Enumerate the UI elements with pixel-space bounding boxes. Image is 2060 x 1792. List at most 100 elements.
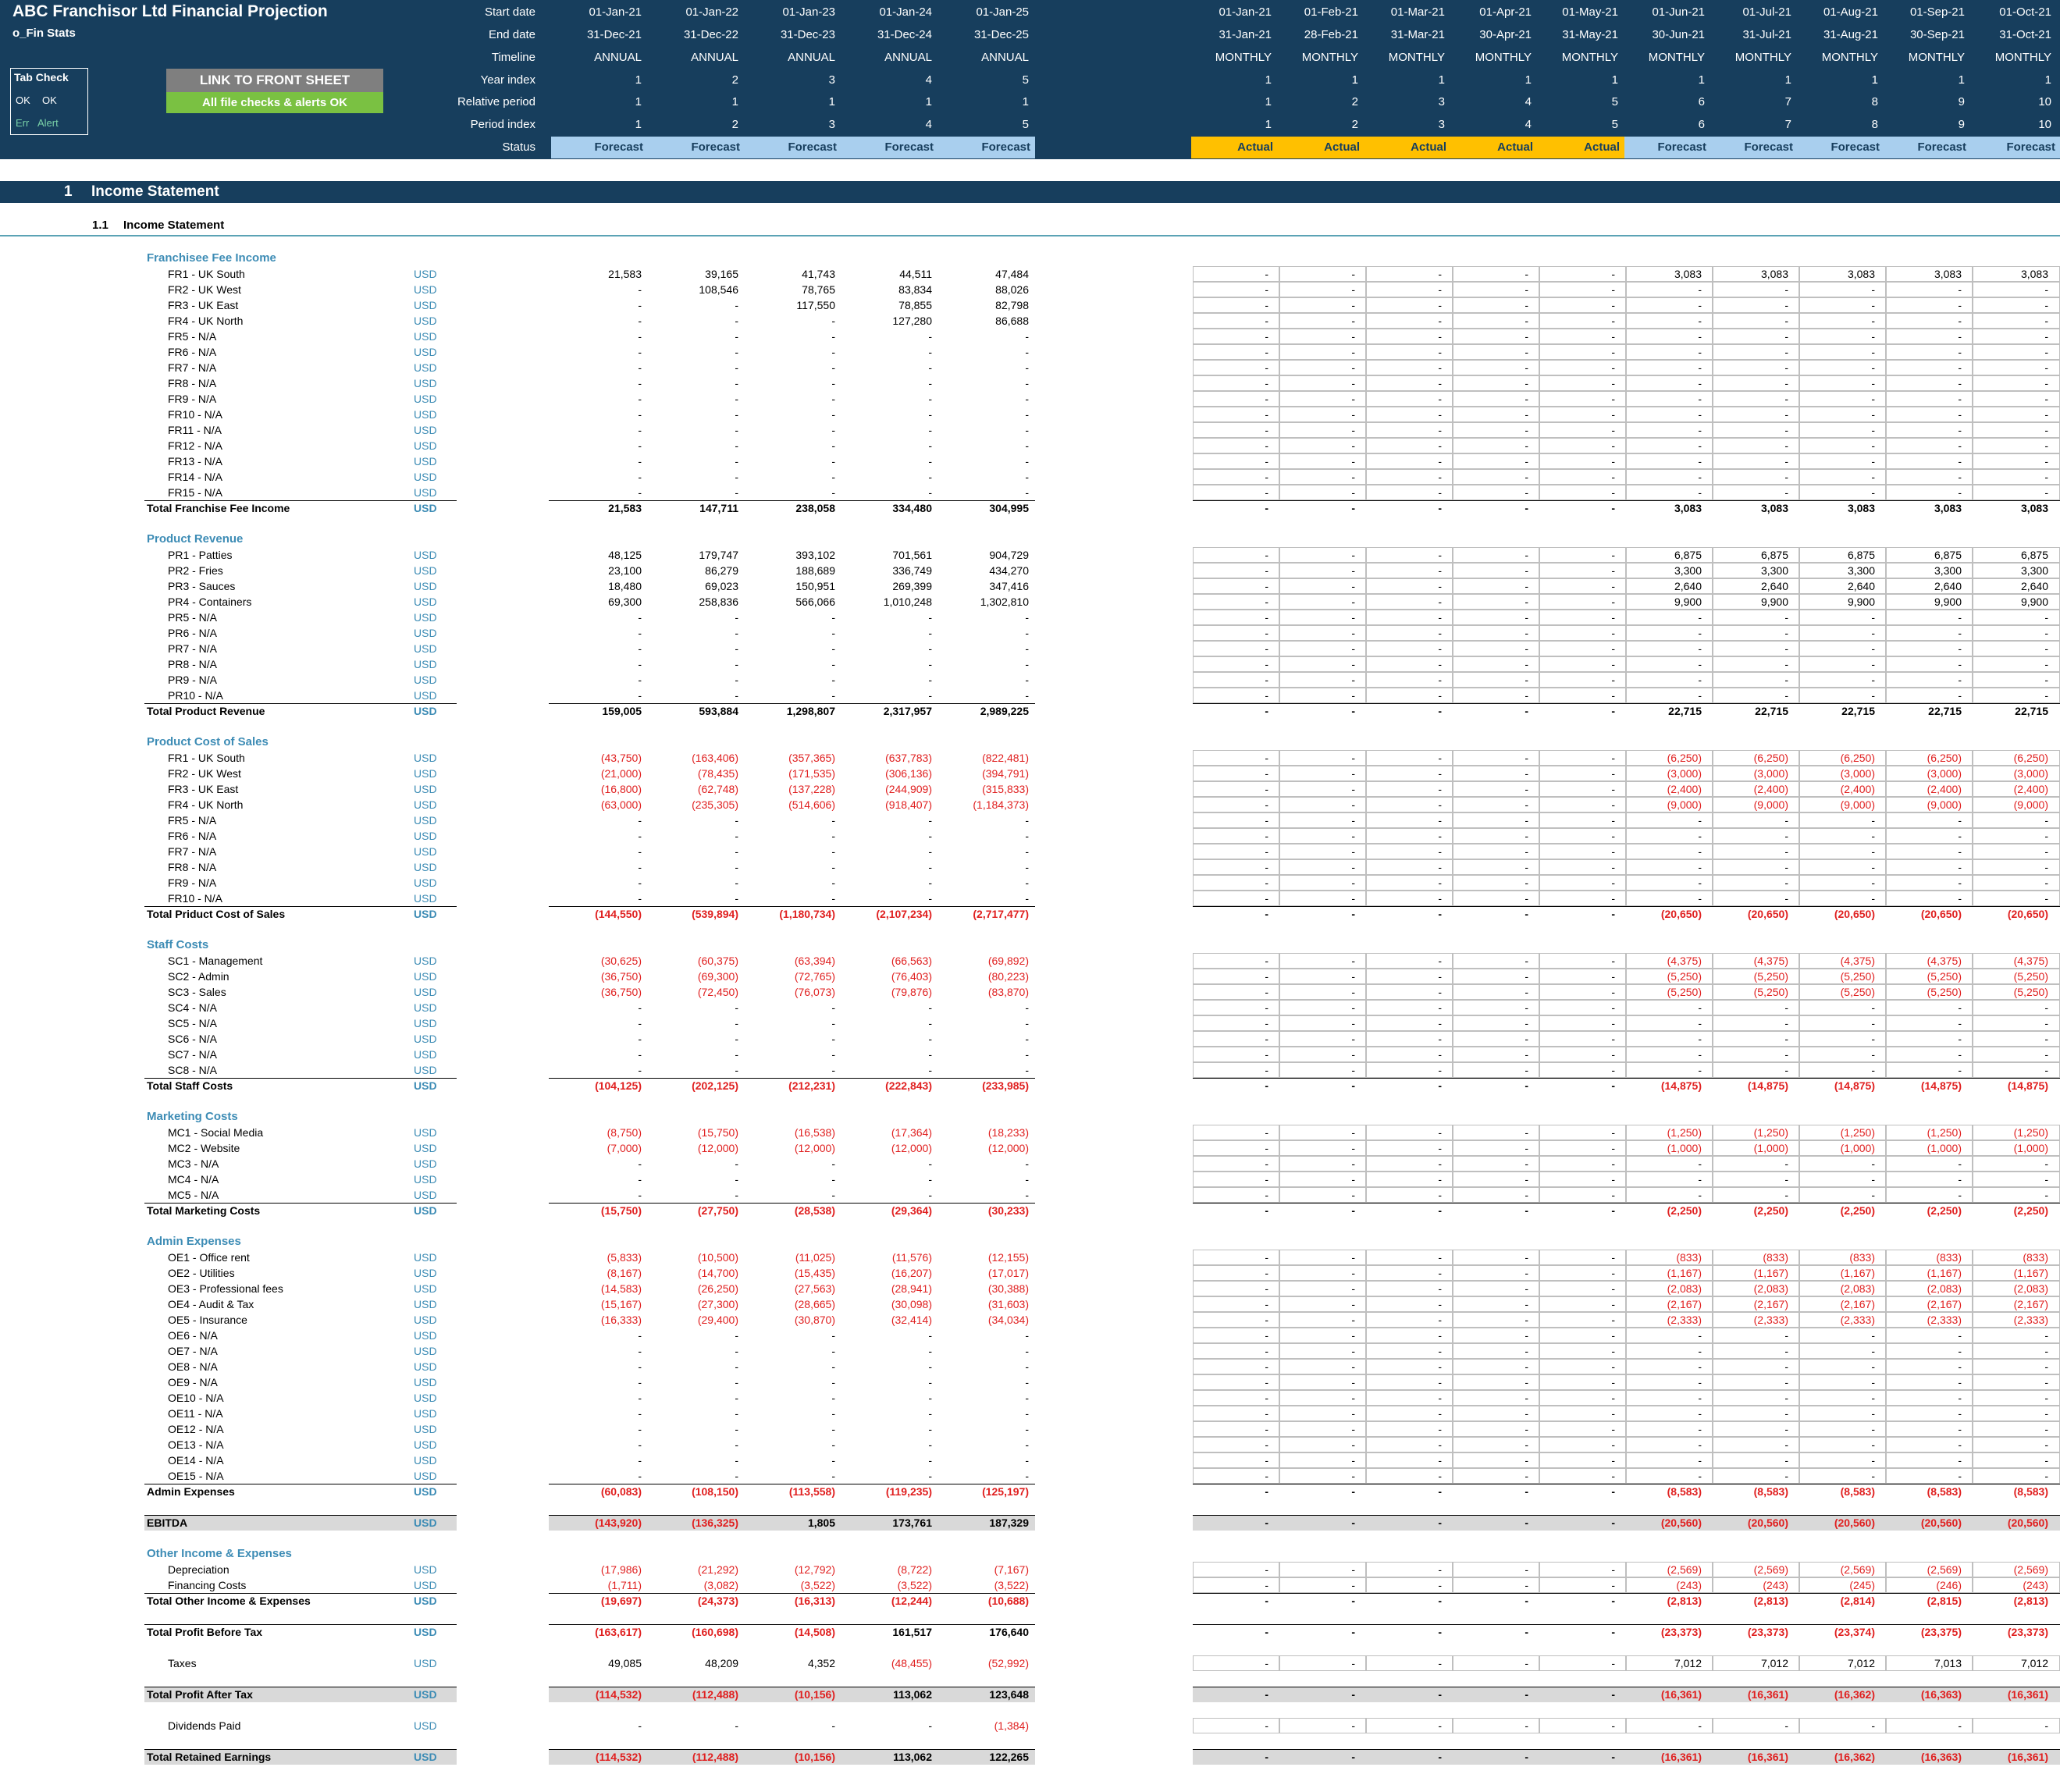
input-cell xyxy=(1799,844,1886,859)
total-rule xyxy=(144,1624,457,1625)
monthly-value: (2,569) xyxy=(1927,1563,1962,1576)
monthly-value: - xyxy=(1784,439,1788,452)
annual-value: (48,455) xyxy=(891,1657,932,1669)
input-cell xyxy=(1626,1062,1713,1078)
monthly-value: - xyxy=(1265,627,1268,639)
monthly-value: - xyxy=(1958,830,1962,842)
input-cell xyxy=(1193,1437,1279,1452)
monthly-value: - xyxy=(1265,783,1268,795)
input-cell xyxy=(1453,875,1539,891)
input-cell xyxy=(1539,1437,1626,1452)
monthly-end-date-cell: 30-Sep-21 xyxy=(1909,28,1965,41)
monthly-value: - xyxy=(1351,315,1355,327)
annual-value: - xyxy=(831,1470,835,1482)
monthly-value: - xyxy=(2044,876,2048,889)
total-label: Total Retained Earnings xyxy=(147,1751,272,1763)
annual-year-index-cell: 3 xyxy=(828,73,835,87)
input-cell xyxy=(1886,953,1973,969)
input-cell xyxy=(1539,563,1626,578)
monthly-value: (23,375) xyxy=(1920,1626,1962,1638)
input-cell xyxy=(1799,984,1886,1000)
input-cell xyxy=(1279,1390,1366,1406)
input-cell xyxy=(1366,1468,1453,1484)
monthly-value: - xyxy=(1871,845,1875,858)
annual-value: - xyxy=(735,830,738,842)
input-cell xyxy=(1713,297,1799,313)
monthly-value: (16,361) xyxy=(1747,1688,1788,1701)
monthly-value: (1,167) xyxy=(1927,1267,1962,1279)
input-cell xyxy=(1799,1187,1886,1203)
monthly-value: - xyxy=(1351,549,1355,561)
monthly-value: - xyxy=(1525,1657,1528,1669)
monthly-value: - xyxy=(1351,1126,1355,1139)
monthly-value: - xyxy=(1438,455,1442,468)
monthly-value: - xyxy=(1784,455,1788,468)
link-to-front-sheet-button[interactable]: LINK TO FRONT SHEET xyxy=(166,69,383,92)
input-cell xyxy=(1886,812,1973,828)
monthly-value: (23,373) xyxy=(1660,1626,1702,1638)
monthly-value: (4,375) xyxy=(2013,955,2048,967)
annual-year-index-cell: 2 xyxy=(731,73,738,87)
unit-label: USD xyxy=(414,1485,437,1498)
monthly-value: - xyxy=(1525,1329,1528,1342)
monthly-value: - xyxy=(1611,798,1615,811)
annual-value: (357,365) xyxy=(788,752,835,764)
monthly-value: - xyxy=(1525,892,1528,905)
input-cell xyxy=(1886,1437,1973,1452)
annual-value: 173,761 xyxy=(892,1516,932,1529)
monthly-value: - xyxy=(1351,814,1355,827)
annual-value: - xyxy=(1025,1376,1029,1388)
input-cell xyxy=(1713,1655,1799,1671)
monthly-value: - xyxy=(1438,1626,1442,1638)
monthly-value: - xyxy=(1784,1454,1788,1467)
annual-timeline-cell: ANNUAL xyxy=(884,51,932,64)
input-cell xyxy=(1539,1015,1626,1031)
monthly-value: - xyxy=(1871,471,1875,483)
annual-value: (918,407) xyxy=(885,798,932,811)
annual-value: - xyxy=(638,1189,642,1201)
input-cell xyxy=(1279,625,1366,641)
monthly-value: - xyxy=(1784,1001,1788,1014)
annual-value: - xyxy=(638,674,642,686)
input-cell xyxy=(1453,1000,1539,1015)
monthly-value: - xyxy=(1698,861,1702,873)
monthly-value: 22,715 xyxy=(1928,705,1962,717)
input-cell xyxy=(1193,1390,1279,1406)
monthly-value: - xyxy=(1351,1345,1355,1357)
input-cell xyxy=(1626,1047,1713,1062)
monthly-value: - xyxy=(1351,705,1355,717)
monthly-value: - xyxy=(1265,1173,1268,1186)
monthly-value: - xyxy=(1438,1126,1442,1139)
annual-start-date-cell: 01-Jan-23 xyxy=(782,5,835,19)
annual-value: - xyxy=(831,439,835,452)
unit-label: USD xyxy=(414,845,437,858)
input-cell xyxy=(1626,1281,1713,1296)
input-cell xyxy=(1539,266,1626,282)
annual-period-index-cell: 2 xyxy=(731,118,738,131)
monthly-value: - xyxy=(1438,564,1442,577)
total-rule xyxy=(549,1515,1035,1516)
monthly-value: - xyxy=(2044,283,2048,296)
annual-value: (233,985) xyxy=(982,1079,1029,1092)
input-cell xyxy=(1539,672,1626,688)
annual-value: 41,743 xyxy=(802,268,835,280)
monthly-value: - xyxy=(1525,752,1528,764)
annual-value: - xyxy=(831,1407,835,1420)
monthly-period-index-cell: 4 xyxy=(1525,118,1532,131)
monthly-value: - xyxy=(1698,1017,1702,1029)
annual-value: (76,403) xyxy=(891,970,932,983)
input-cell xyxy=(1366,422,1453,438)
monthly-value: - xyxy=(1611,783,1615,795)
monthly-value: - xyxy=(1351,1407,1355,1420)
input-cell xyxy=(1193,375,1279,391)
annual-value: 78,765 xyxy=(802,283,835,296)
input-cell xyxy=(1799,1406,1886,1421)
monthly-value: - xyxy=(2044,642,2048,655)
annual-value: - xyxy=(831,1360,835,1373)
input-cell xyxy=(1799,766,1886,781)
annual-value: - xyxy=(638,1001,642,1014)
unit-label: USD xyxy=(414,752,437,764)
monthly-value: - xyxy=(1438,658,1442,670)
monthly-value: - xyxy=(2044,1329,2048,1342)
unit-label: USD xyxy=(414,408,437,421)
